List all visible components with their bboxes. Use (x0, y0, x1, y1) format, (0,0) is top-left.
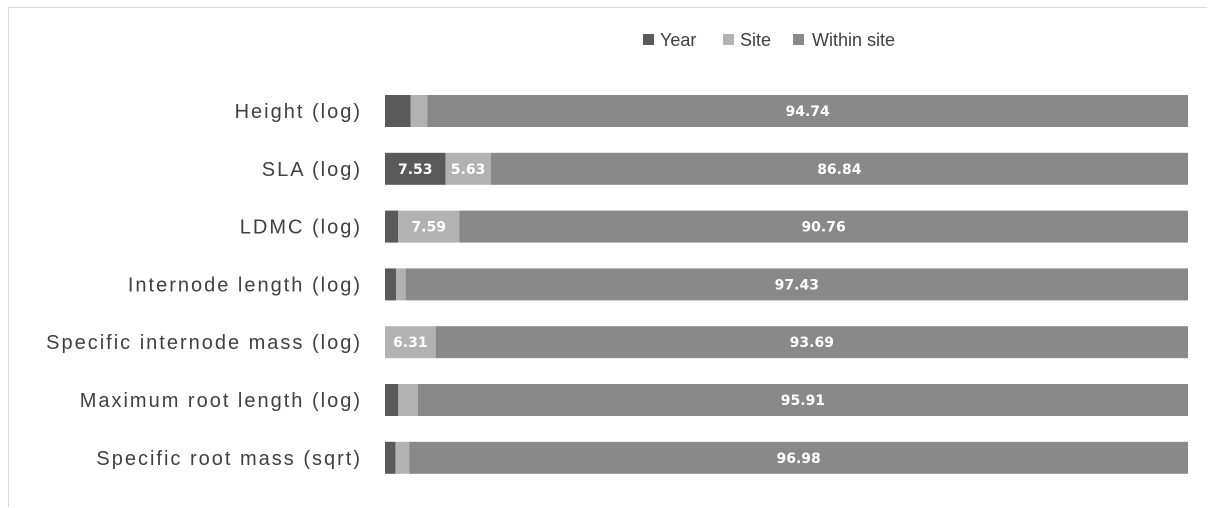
category-label-height-log: Height (log) (235, 101, 362, 123)
legend-label-within-site: Within site (812, 30, 895, 50)
bar-segment-within-site-sla-log (490, 152, 1188, 185)
data-label-within-site-height-log: 94.74 (785, 104, 830, 120)
data-label-site-ldmc-log: 7.59 (411, 220, 446, 236)
chart-frame (8, 7, 1207, 507)
category-label-internode-length-log: Internode length (log) (128, 274, 362, 296)
bar-segment-within-site-specific-internode-mass-log (435, 326, 1188, 359)
category-label-maximum-root-length-log: Maximum root length (log) (80, 390, 362, 412)
bar-segment-year-specific-root-mass-sqrt (385, 441, 396, 474)
data-label-within-site-maximum-root-length-log: 95.91 (781, 393, 825, 409)
bar-segment-within-site-maximum-root-length-log (417, 384, 1188, 416)
bar-segment-site-height-log (410, 95, 428, 127)
bar-segment-year-sla-log (385, 152, 446, 185)
bar-segment-site-sla-log (445, 152, 491, 185)
bar-segment-year-maximum-root-length-log (385, 384, 399, 416)
data-label-within-site-specific-root-mass-sqrt: 96.98 (776, 451, 820, 467)
bar-segment-site-specific-internode-mass-log (385, 326, 436, 359)
bar-segment-site-specific-root-mass-sqrt (395, 441, 410, 474)
category-label-ldmc-log: LDMC (log) (240, 217, 362, 239)
legend-swatch-within-site (793, 34, 804, 45)
bar-segment-year-height-log (385, 95, 411, 127)
bar-segment-within-site-specific-root-mass-sqrt (409, 441, 1188, 474)
bar-segment-year-ldmc-log (385, 210, 399, 243)
category-labels: Height (log) SLA (log) LDMC (log) Internode… (46, 101, 362, 470)
legend-label-site: Site (740, 30, 771, 50)
data-label-year-sla-log: 7.53 (398, 162, 433, 178)
data-labels: 94.74 7.53 5.63 86.84 7.59 90.76 97.43 6.31 93.6… (393, 104, 862, 467)
category-label-specific-root-mass-sqrt: Specific root mass (sqrt) (96, 448, 362, 470)
bar-segment-within-site-ldmc-log (459, 210, 1188, 243)
category-label-sla-log: SLA (log) (262, 159, 362, 181)
legend-swatch-year (643, 34, 654, 45)
bar-segment-year-internode-length-log (385, 268, 397, 301)
data-label-site-specific-internode-mass-log: 6.31 (393, 335, 428, 351)
bar-segment-site-maximum-root-length-log (398, 384, 418, 416)
data-label-within-site-internode-length-log: 97.43 (775, 277, 819, 293)
bar-segment-within-site-height-log (427, 95, 1188, 127)
bars (385, 95, 1188, 474)
data-label-within-site-ldmc-log: 90.76 (801, 220, 845, 236)
legend-swatch-site (723, 34, 734, 45)
legend-label-year: Year (660, 30, 696, 50)
bar-segment-site-internode-length-log (396, 268, 406, 301)
category-label-specific-internode-mass-log: Specific internode mass (log) (46, 332, 362, 354)
legend: Year Site Within site (643, 30, 895, 50)
data-label-within-site-specific-internode-mass-log: 93.69 (790, 335, 834, 351)
bar-segment-within-site-internode-length-log (405, 268, 1188, 301)
bar-segment-site-ldmc-log (398, 210, 460, 243)
data-label-within-site-sla-log: 86.84 (817, 162, 862, 178)
data-label-site-sla-log: 5.63 (451, 162, 486, 178)
